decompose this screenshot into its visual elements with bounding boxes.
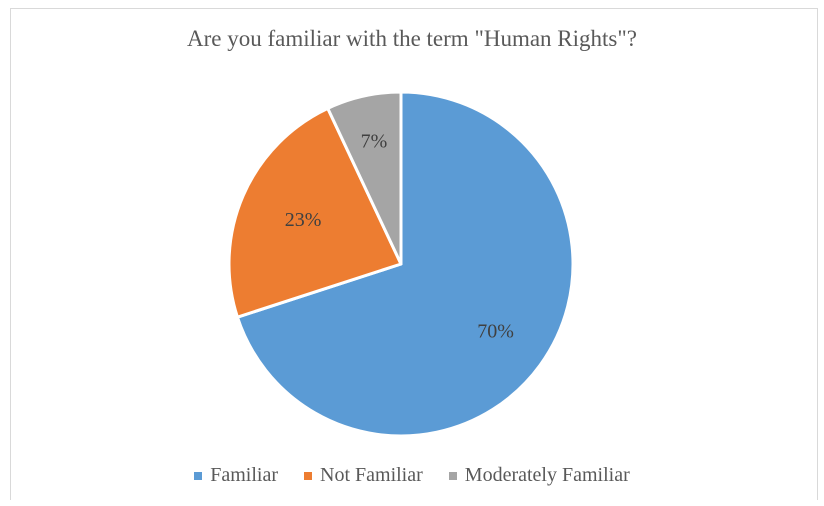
data-label-moderately-familiar: 7%	[361, 131, 388, 153]
legend-item-not-familiar: Not Familiar	[304, 464, 423, 487]
chart-title: Are you familiar with the term "Human Ri…	[187, 26, 637, 51]
data-label-not-familiar: 23%	[285, 209, 322, 231]
pie-slice-familiar	[235, 90, 575, 438]
data-label-familiar: 70%	[477, 320, 514, 342]
legend-label-not-familiar: Not Familiar	[320, 464, 423, 486]
pie-slice-not-familiar	[227, 106, 403, 319]
legend-label-familiar: Familiar	[210, 464, 279, 486]
legend-item-moderately-familiar: Moderately Familiar	[448, 464, 630, 487]
pie-slice-moderately-familiar	[326, 90, 403, 266]
legend-label-moderately-familiar: Moderately Familiar	[464, 464, 630, 486]
legend-swatch-moderately-familiar	[448, 471, 457, 480]
legend-swatch-not-familiar	[304, 471, 313, 480]
legend-item-familiar: Familiar	[194, 464, 278, 487]
legend-swatch-familiar	[194, 471, 203, 480]
chart-legend: Familiar Not Familiar Moderately Familiar	[0, 464, 824, 487]
